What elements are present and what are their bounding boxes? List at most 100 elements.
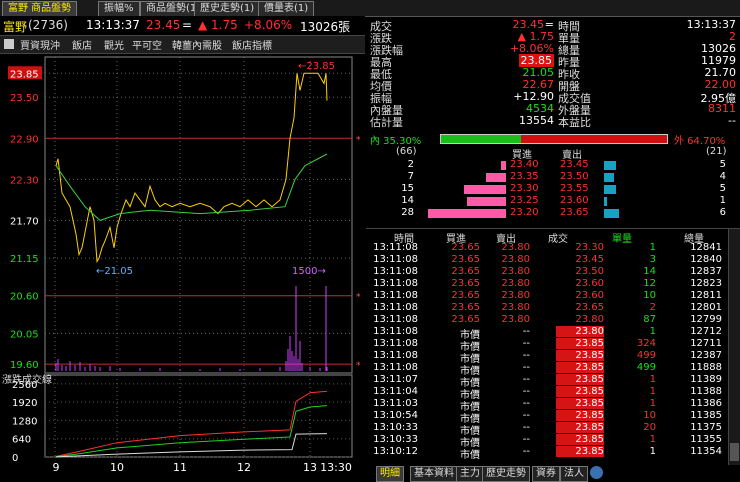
menu-item[interactable]: 觀光 xyxy=(104,41,124,52)
tick-cell: 23.65 xyxy=(575,302,604,313)
tick-cell: 14 xyxy=(643,266,656,277)
tick-cell: 499 xyxy=(636,350,656,361)
chart-grid xyxy=(44,56,353,458)
bid-price[interactable]: 23.20 xyxy=(510,207,539,218)
tick-cell: 13:11:08 xyxy=(373,254,418,265)
stock-name: 富野 xyxy=(3,20,28,34)
bid-price[interactable]: 23.25 xyxy=(510,195,539,206)
tick-table: 時間 買進 賣出 成交 單量 總量 13:11:08 23.65 23.80 23.30 1 1284… xyxy=(366,228,740,465)
tick-cell: 23.65 xyxy=(451,242,480,253)
tab-margin[interactable]: 資券 xyxy=(532,466,560,482)
menu-item[interactable]: 賈資現沖 xyxy=(20,41,60,52)
tab-major[interactable]: 主力 xyxy=(456,466,484,482)
tick-cell: 12811 xyxy=(690,290,722,301)
ask-price[interactable]: 23.55 xyxy=(560,183,589,194)
ask-price[interactable]: 23.60 xyxy=(560,195,589,206)
quote-label: 最低 xyxy=(370,68,392,81)
quote-label: 成交值 xyxy=(558,92,591,105)
tick-cell: 13:11:08 xyxy=(373,242,418,253)
ask-price[interactable]: 23.45 xyxy=(560,159,589,170)
quote-value: 23.45 xyxy=(512,18,545,31)
tab-history[interactable]: 歷史走勢(1) xyxy=(194,1,261,16)
lower-plot: 2560 1920 1280 640 0 xyxy=(12,380,352,464)
tick-cell: -- xyxy=(522,410,530,421)
ratio-bar xyxy=(440,134,668,144)
globe-icon[interactable] xyxy=(590,466,603,479)
tick-cell: 10 xyxy=(643,290,656,301)
bid-bar xyxy=(467,197,506,206)
price-tick-label: 20.05 xyxy=(10,329,39,340)
quote-label: 均價 xyxy=(370,80,392,93)
bid-price[interactable]: 23.40 xyxy=(510,159,539,170)
tick-cell: 23.80 xyxy=(501,266,530,277)
tick-cell: -- xyxy=(522,338,530,349)
tab-commodity-trend-main[interactable]: 富野 商品盤勢 xyxy=(2,1,78,16)
group-menu: 賈資現沖 飯店 觀光 平可空 韓薑內需股 飯店指標 xyxy=(0,35,365,54)
tick-cell: 23.85 xyxy=(556,398,604,409)
ask-qty: 4 xyxy=(719,171,726,182)
tick-cell: 23.85 xyxy=(556,434,604,445)
lower-frame xyxy=(44,374,353,458)
ask-qty: 6 xyxy=(719,207,726,218)
tab-price-volume[interactable]: 價量表(1) xyxy=(258,1,315,16)
tick-cell: 23.65 xyxy=(451,254,480,265)
tab-history-trend[interactable]: 歷史走勢 xyxy=(482,466,530,482)
quote-value: 4534 xyxy=(526,102,554,115)
tick-cell: -- xyxy=(522,422,530,433)
tick-cell: 23.85 xyxy=(556,410,604,421)
tick-cell: -- xyxy=(522,374,530,385)
tab-amplitude[interactable]: 振幅% xyxy=(98,1,140,16)
price-frame xyxy=(44,56,353,374)
dropdown-icon[interactable] xyxy=(4,39,14,49)
tick-cell: 12823 xyxy=(690,278,722,289)
scroll-thumb[interactable] xyxy=(730,443,739,461)
quote-label: 最高 xyxy=(370,56,392,69)
tick-cell: 1 xyxy=(649,446,656,457)
bid-price[interactable]: 23.30 xyxy=(510,183,539,194)
header-price-mark: = xyxy=(182,18,193,32)
lower-title: 漲跌成交線 xyxy=(2,373,52,386)
bid-qty: 28 xyxy=(401,207,414,218)
tick-cell: 23.65 xyxy=(451,278,480,289)
ask-bar xyxy=(604,173,614,182)
tick-cell: 23.65 xyxy=(451,266,480,277)
tick-cell: 12799 xyxy=(690,314,722,325)
tick-cell: 499 xyxy=(636,362,656,373)
tick-cell: 市價 xyxy=(460,354,480,365)
quote-value: 22.67 xyxy=(522,78,555,91)
stock-code: (2736) xyxy=(28,18,68,32)
menu-item[interactable]: 平可空 xyxy=(132,41,162,52)
tick-cell: 23.45 xyxy=(575,254,604,265)
time-tick-label: 13:30 xyxy=(320,461,352,474)
menu-item[interactable]: 飯店 xyxy=(72,41,92,52)
tick-cell: 23.80 xyxy=(575,314,604,325)
ask-price[interactable]: 23.50 xyxy=(560,171,589,182)
tick-cell: 11375 xyxy=(690,422,722,433)
bid-count: (66) xyxy=(396,146,417,157)
quote-label: 漲跌 xyxy=(370,32,392,45)
header-pct: +8.06% xyxy=(244,18,293,32)
tick-cell: 13:11:08 xyxy=(373,350,418,361)
tab-detail[interactable]: 明細 xyxy=(376,466,404,482)
bid-price[interactable]: 23.35 xyxy=(510,171,539,182)
tick-cell: 1 xyxy=(649,386,656,397)
tab-basic-info[interactable]: 基本資料 xyxy=(410,466,458,482)
inner-outer-bar: 內 35.30% 外 64.70% xyxy=(368,132,740,147)
quote-value: 21.70 xyxy=(704,66,737,79)
menu-item[interactable]: 飯店指標 xyxy=(232,41,272,52)
price-tick-label: 21.15 xyxy=(10,254,39,265)
time-axis: 9 10 11 12 13 13:30 xyxy=(53,461,352,474)
tick-cell: 23.60 xyxy=(575,278,604,289)
tick-cell: 市價 xyxy=(460,450,480,461)
ask-qty: 5 xyxy=(719,159,726,170)
quote-header: 富野 (2736) 13:13:37 23.45 = ▲ 1.75 +8.06%… xyxy=(0,16,365,34)
tick-cell: 23.85 xyxy=(556,446,604,457)
tab-institutional[interactable]: 法人 xyxy=(560,466,588,482)
tick-cell: 12711 xyxy=(690,338,722,349)
quote-label: 本益比 xyxy=(558,116,591,129)
ask-price[interactable]: 23.65 xyxy=(560,207,589,218)
price-tick-label: 21.70 xyxy=(10,216,39,227)
quote-value: 22.00 xyxy=(704,78,737,91)
tick-scrollbar[interactable] xyxy=(728,229,740,465)
menu-item[interactable]: 韓薑內需股 xyxy=(172,41,222,52)
